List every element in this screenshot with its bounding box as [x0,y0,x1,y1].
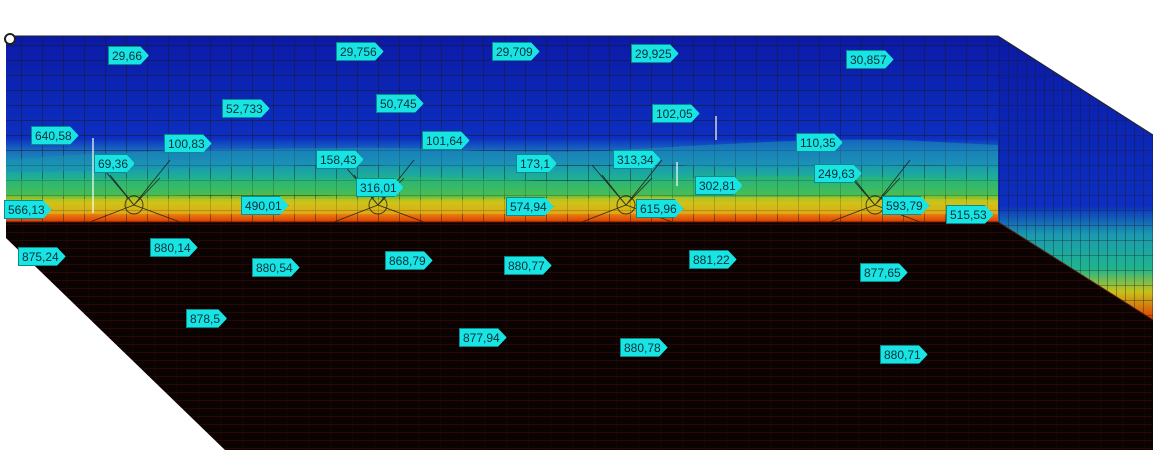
probe-label[interactable]: 877,94 [459,328,507,347]
probe-label[interactable]: 880,71 [880,345,928,364]
probe-label[interactable]: 877,65 [860,263,908,282]
probe-label[interactable]: 30,857 [846,50,894,69]
probe-label[interactable]: 515,53 [946,205,994,224]
probe-label[interactable]: 173,1 [516,154,557,173]
probe-label[interactable]: 880,78 [620,338,668,357]
probe-label[interactable]: 880,77 [504,256,552,275]
probe-label[interactable]: 249,63 [814,164,862,183]
probe-label[interactable]: 29,756 [336,42,384,61]
probe-label[interactable]: 880,54 [252,258,300,277]
probe-label[interactable]: 69,36 [94,154,135,173]
probe-label[interactable]: 574,94 [506,197,554,216]
probe-label[interactable]: 316,01 [356,178,404,197]
coordinate-origin-icon [4,33,16,45]
probe-label[interactable]: 102,05 [652,104,700,123]
probe-label[interactable]: 110,35 [796,133,843,152]
probe-label[interactable]: 100,83 [164,134,212,153]
probe-label[interactable]: 868,79 [385,251,433,270]
probe-label[interactable]: 881,22 [689,250,737,269]
probe-label[interactable]: 593,79 [882,196,930,215]
probe-label[interactable]: 490,01 [241,196,289,215]
probe-label[interactable]: 878,5 [186,309,227,328]
probe-label[interactable]: 50,745 [376,94,424,113]
probe-label[interactable]: 52,733 [222,99,270,118]
probe-label[interactable]: 566,13 [4,200,52,219]
probe-label[interactable]: 302,81 [695,176,743,195]
probe-label[interactable]: 875,24 [18,247,66,266]
probe-label[interactable]: 29,925 [631,44,679,63]
probe-label[interactable]: 615,96 [636,199,684,218]
probe-label[interactable]: 29,709 [492,42,540,61]
probe-label[interactable]: 313,34 [613,150,661,169]
probe-label[interactable]: 158,43 [316,150,364,169]
probe-label[interactable]: 101,64 [422,131,470,150]
probe-label[interactable]: 29,66 [108,46,149,65]
probe-label[interactable]: 640,58 [31,126,79,145]
probe-label[interactable]: 880,14 [150,238,198,257]
